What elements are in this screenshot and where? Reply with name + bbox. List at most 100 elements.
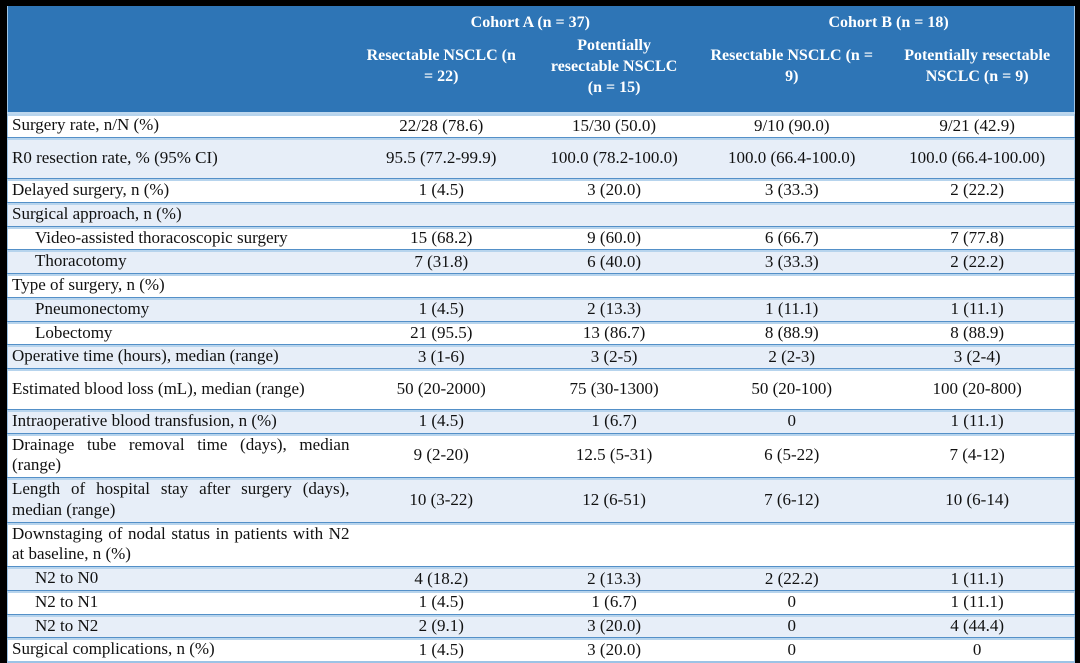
row-value: 3 (1-6) [357,344,525,369]
table-row: N2 to N2 2 (9.1) 3 (20.0) 0 4 (44.4) [7,613,1075,638]
row-value: 50 (20-100) [703,368,881,410]
row-value [880,521,1075,567]
row-value: 1 (11.1) [880,589,1075,615]
row-value: 3 (33.3) [703,178,881,203]
row-value: 9/10 (90.0) [703,113,881,138]
row-label: Downstaging of nodal status in patients … [7,521,358,567]
row-value: 1 (4.5) [357,589,525,615]
row-label: Drainage tube removal time (days), media… [7,432,358,478]
row-label: Operative time (hours), median (range) [7,344,358,369]
row-value: 15/30 (50.0) [524,113,704,138]
row-value: 0 [703,637,881,663]
row-label: Estimated blood loss (mL), median (range… [7,368,358,410]
table-row: Estimated blood loss (mL), median (range… [7,368,1075,410]
table-row: Lobectomy 21 (95.5) 13 (86.7) 8 (88.9) 8… [7,320,1075,345]
row-value: 9/21 (42.9) [880,113,1075,138]
table-row: Surgical approach, n (%) [7,201,1075,227]
row-value [880,201,1075,227]
row-value: 6 (40.0) [524,249,704,274]
row-value: 0 [880,637,1075,663]
row-value: 50 (20-2000) [357,368,525,410]
row-value [703,273,881,298]
row-value [703,521,881,567]
table-row: Surgery rate, n/N (%) 22/28 (78.6) 15/30… [7,113,1075,138]
row-value: 1 (11.1) [880,566,1075,591]
row-value: 100 (20-800) [880,368,1075,410]
row-value [524,521,704,567]
row-value: 6 (66.7) [703,225,881,250]
row-label: Surgery rate, n/N (%) [7,113,358,138]
column-header-potentially-resectable-b: Potentially resectable NSCLC (n = 9) [880,32,1075,115]
row-value: 2 (22.2) [703,566,881,591]
row-value: 9 (2-20) [357,432,525,478]
row-value: 3 (20.0) [524,613,704,638]
row-value: 3 (33.3) [703,249,881,274]
row-value: 10 (6-14) [880,477,1075,523]
row-label: N2 to N1 [7,589,358,615]
row-value: 1 (4.5) [357,637,525,663]
row-label: Length of hospital stay after surgery (d… [7,477,358,523]
surgical-outcomes-table: Cohort A (n = 37) Cohort B (n = 18) Rese… [7,6,1075,663]
row-value [357,201,525,227]
row-value: 1 (11.1) [880,409,1075,434]
row-value: 8 (88.9) [880,320,1075,345]
row-value: 9 (60.0) [524,225,704,250]
row-value: 95.5 (77.2-99.9) [357,137,525,179]
table-row: Intraoperative blood transfusion, n (%) … [7,409,1075,434]
header-corner-cell [7,6,358,32]
table-row: Thoracotomy 7 (31.8) 6 (40.0) 3 (33.3) 2… [7,249,1075,274]
table-row: Delayed surgery, n (%) 1 (4.5) 3 (20.0) … [7,178,1075,203]
row-value: 2 (13.3) [524,566,704,591]
row-label: Thoracotomy [7,249,358,274]
row-value: 2 (13.3) [524,296,704,322]
row-value: 75 (30-1300) [524,368,704,410]
row-value: 1 (4.5) [357,409,525,434]
column-header-resectable-b: Resectable NSCLC (n = 9) [703,32,881,115]
table-body: Surgery rate, n/N (%) 22/28 (78.6) 15/30… [7,113,1075,663]
table-row: Video-assisted thoracoscopic surgery 15 … [7,225,1075,250]
row-value: 3 (2-4) [880,344,1075,369]
table-row: Pneumonectomy 1 (4.5) 2 (13.3) 1 (11.1) … [7,296,1075,322]
row-value: 1 (4.5) [357,296,525,322]
row-value: 7 (4-12) [880,432,1075,478]
row-value: 4 (44.4) [880,613,1075,638]
row-value [357,273,525,298]
row-label: N2 to N0 [7,566,358,591]
table-row: R0 resection rate, % (95% CI) 95.5 (77.2… [7,137,1075,179]
header-label-cell [7,32,358,115]
row-label: Intraoperative blood transfusion, n (%) [7,409,358,434]
row-value: 3 (20.0) [524,637,704,663]
table-row: Drainage tube removal time (days), media… [7,432,1075,478]
row-label: Surgical complications, n (%) [7,637,358,663]
row-value: 6 (5-22) [703,432,881,478]
row-value [524,201,704,227]
row-value: 13 (86.7) [524,320,704,345]
row-value: 1 (6.7) [524,589,704,615]
column-header-potentially-resectable-a: Potentially resectable NSCLC (n = 15) [524,32,704,115]
row-value: 0 [703,589,881,615]
row-value: 0 [703,409,881,434]
row-label: Pneumonectomy [7,296,358,322]
row-label: N2 to N2 [7,613,358,638]
table-row: Length of hospital stay after surgery (d… [7,477,1075,523]
row-label: Surgical approach, n (%) [7,201,358,227]
row-value: 1 (11.1) [880,296,1075,322]
cohort-header-row: Cohort A (n = 37) Cohort B (n = 18) [7,6,1075,32]
row-value [703,201,881,227]
table-header: Cohort A (n = 37) Cohort B (n = 18) Rese… [7,6,1075,115]
subgroup-header-row: Resectable NSCLC (n = 22) Potentially re… [7,32,1075,115]
row-label: Type of surgery, n (%) [7,273,358,298]
row-value: 2 (22.2) [880,178,1075,203]
table-row: Operative time (hours), median (range) 3… [7,344,1075,369]
row-value: 21 (95.5) [357,320,525,345]
row-value: 2 (22.2) [880,249,1075,274]
row-value: 100.0 (66.4-100.00) [880,137,1075,179]
column-header-resectable-a: Resectable NSCLC (n = 22) [357,32,525,115]
row-label: Video-assisted thoracoscopic surgery [7,225,358,250]
table-row: Surgical complications, n (%) 1 (4.5) 3 … [7,637,1075,663]
row-value: 4 (18.2) [357,566,525,591]
row-value: 3 (20.0) [524,178,704,203]
row-value: 22/28 (78.6) [357,113,525,138]
table-row: N2 to N0 4 (18.2) 2 (13.3) 2 (22.2) 1 (1… [7,566,1075,591]
